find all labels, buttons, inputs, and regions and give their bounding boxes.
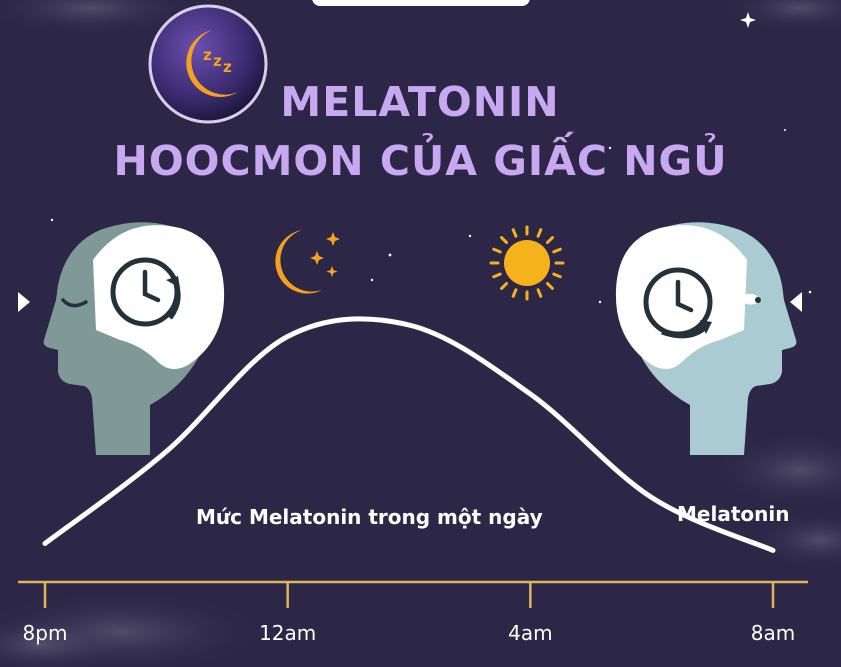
tick-label-8am: 8am	[750, 621, 796, 645]
triangle-left-icon[interactable]	[790, 292, 802, 312]
moon-zzz-icon: z z z	[148, 4, 268, 124]
crescent-moon-stars-icon	[275, 230, 340, 294]
triangle-right-icon[interactable]	[18, 292, 30, 312]
svg-text:z: z	[223, 58, 232, 76]
series-label-melatonin: Melatonin	[677, 502, 790, 526]
tick-label-12am: 12am	[259, 621, 317, 645]
tick-label-4am: 4am	[508, 621, 553, 645]
sun-icon	[489, 225, 565, 301]
svg-text:z: z	[213, 52, 222, 70]
sleeping-head-clock-icon	[43, 222, 225, 455]
page-title: MELATONIN	[280, 78, 560, 126]
page-subtitle: HOOCMON CỦA GIẤC NGỦ	[113, 137, 728, 185]
svg-text:z: z	[203, 46, 212, 64]
tick-label-8pm: 8pm	[22, 621, 68, 645]
melatonin-curve	[42, 316, 776, 553]
melatonin-chart	[18, 316, 808, 608]
chart-caption: Mức Melatonin trong một ngày	[196, 505, 543, 529]
top-pill-decoration	[312, 0, 530, 6]
awake-head-clock-icon	[615, 222, 797, 455]
